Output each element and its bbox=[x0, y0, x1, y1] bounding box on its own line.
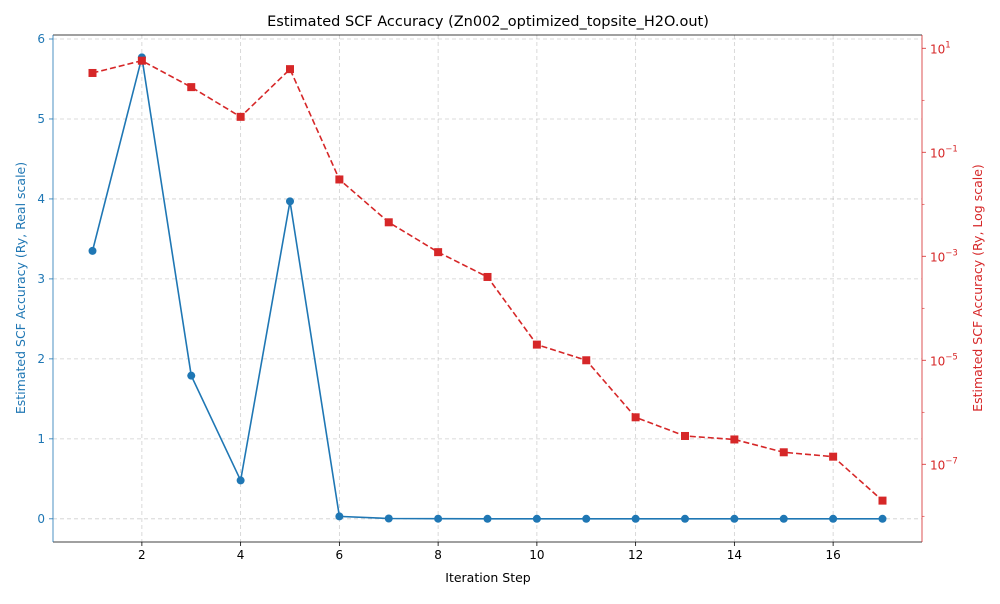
data-point-right bbox=[878, 496, 887, 505]
x-tick-label: 2 bbox=[138, 548, 146, 562]
y-right-tick-label: 101 bbox=[930, 40, 951, 56]
data-point-right bbox=[286, 65, 294, 74]
data-point-right bbox=[483, 272, 492, 281]
data-point-right bbox=[829, 452, 838, 461]
data-point-right bbox=[384, 218, 393, 227]
data-point-right bbox=[335, 175, 344, 184]
data-point-left bbox=[878, 514, 887, 523]
y-left-tick-label: 5 bbox=[37, 112, 45, 126]
data-point-left bbox=[88, 246, 97, 255]
data-point-right bbox=[532, 340, 541, 349]
series-line-left bbox=[91, 57, 883, 520]
y-left-tick-label: 6 bbox=[37, 32, 45, 46]
x-tick-label: 8 bbox=[434, 548, 442, 562]
data-point-left bbox=[384, 514, 393, 523]
x-axis-label: Iteration Step bbox=[445, 570, 531, 585]
series-layer bbox=[88, 53, 887, 523]
data-point-right bbox=[631, 413, 640, 422]
x-tick-label: 6 bbox=[336, 548, 344, 562]
x-tick-label: 10 bbox=[529, 548, 544, 562]
x-tick-label: 14 bbox=[727, 548, 742, 562]
y-left-tick-label: 3 bbox=[37, 272, 45, 286]
data-point-right bbox=[137, 56, 146, 65]
data-point-right bbox=[236, 112, 245, 121]
data-point-right bbox=[187, 83, 196, 92]
data-point-left bbox=[582, 514, 591, 523]
y-right-tick-label: 10−1 bbox=[930, 144, 958, 160]
data-point-right bbox=[582, 356, 591, 365]
y-axis-right-label: Estimated SCF Accuracy (Ry, Log scale) bbox=[970, 164, 985, 412]
chart-title: Estimated SCF Accuracy (Zn002_optimized_… bbox=[267, 14, 709, 30]
grid-layer bbox=[53, 35, 922, 542]
y-left-tick-label: 0 bbox=[37, 512, 45, 526]
data-point-right bbox=[88, 68, 97, 77]
data-point-left bbox=[532, 514, 541, 523]
data-point-left bbox=[631, 514, 640, 523]
data-point-left bbox=[829, 514, 838, 523]
data-point-left bbox=[779, 514, 788, 523]
data-point-left bbox=[730, 514, 739, 523]
data-point-right bbox=[779, 448, 788, 457]
x-tick-label: 4 bbox=[237, 548, 245, 562]
data-point-left bbox=[286, 197, 294, 206]
data-point-right bbox=[434, 248, 443, 257]
data-point-left bbox=[483, 514, 492, 523]
y-left-tick-label: 1 bbox=[37, 432, 45, 446]
data-point-right bbox=[681, 431, 689, 440]
y-right-tick-label: 10−3 bbox=[930, 248, 958, 264]
y-right-tick-label: 10−7 bbox=[930, 456, 958, 472]
x-tick-label: 12 bbox=[628, 548, 643, 562]
y-axis-left-label: Estimated SCF Accuracy (Ry, Real scale) bbox=[13, 162, 28, 414]
y-left-tick-label: 2 bbox=[37, 352, 45, 366]
data-point-left bbox=[681, 514, 689, 523]
data-point-left bbox=[187, 371, 196, 380]
data-point-right bbox=[730, 435, 739, 444]
y-right-tick-label: 10−5 bbox=[930, 352, 958, 368]
data-point-left bbox=[236, 476, 245, 485]
x-tick-label: 16 bbox=[825, 548, 840, 562]
data-point-left bbox=[434, 514, 443, 523]
data-point-left bbox=[335, 512, 344, 521]
y-left-tick-label: 4 bbox=[37, 192, 45, 206]
